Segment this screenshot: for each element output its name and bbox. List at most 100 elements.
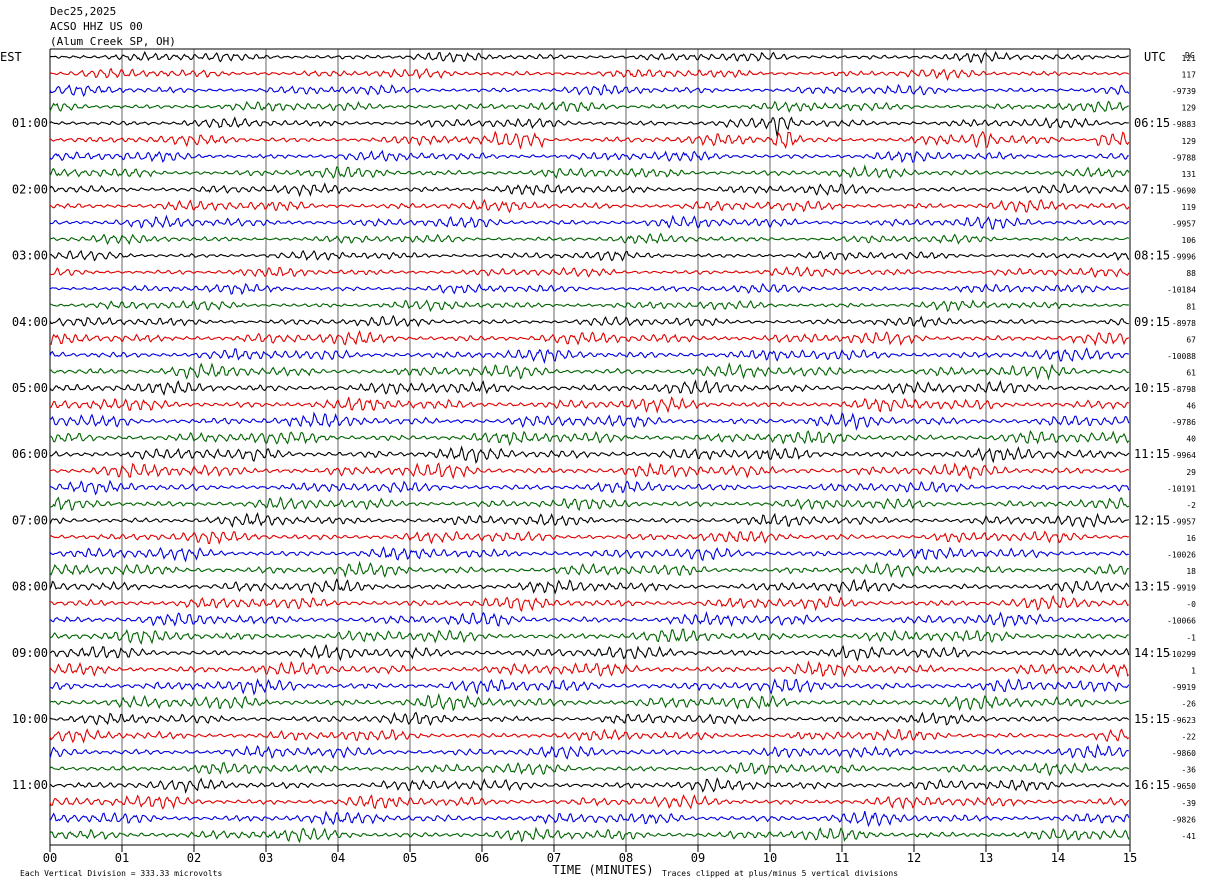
dc-offset-label: -39 xyxy=(1182,799,1197,808)
trace-row-20 xyxy=(49,379,1130,396)
dc-offset-label: 67 xyxy=(1186,335,1196,344)
trace-row-4 xyxy=(49,116,1129,137)
est-hour-label: 04:00 xyxy=(12,315,48,329)
x-tick-label: 06 xyxy=(475,851,489,865)
trace-row-26 xyxy=(49,479,1130,496)
utc-hour-label: 10:15 xyxy=(1134,381,1170,395)
dc-offset-label: -10191 xyxy=(1167,484,1196,493)
dc-offset-label: -9964 xyxy=(1172,451,1196,460)
dc-offset-label: 129 xyxy=(1182,137,1197,146)
dc-offset-label: 106 xyxy=(1182,236,1197,245)
trace-row-40 xyxy=(49,711,1130,727)
x-tick-label: 14 xyxy=(1051,851,1065,865)
x-tick-label: 09 xyxy=(691,851,705,865)
dc-offset-label: -9883 xyxy=(1172,120,1196,129)
utc-timezone-label: UTC xyxy=(1144,50,1166,64)
dc-offset-label: -0 xyxy=(1186,600,1196,609)
x-tick-label: 00 xyxy=(43,851,57,865)
trace-row-29 xyxy=(49,530,1129,545)
trace-row-23 xyxy=(49,429,1130,447)
est-hour-label: 07:00 xyxy=(12,513,48,527)
clip-note: Traces clipped at plus/minus 5 vertical … xyxy=(662,869,898,878)
trace-row-41 xyxy=(49,728,1130,744)
trace-row-19 xyxy=(49,361,1129,381)
dc-offset-label: 40 xyxy=(1186,435,1196,444)
trace-row-47 xyxy=(49,826,1130,844)
trace-row-18 xyxy=(49,347,1129,365)
dc-offset-label: -10299 xyxy=(1167,650,1196,659)
dc-offset-label: -9786 xyxy=(1172,418,1196,427)
trace-row-44 xyxy=(49,777,1130,794)
dc-offset-label: -9739 xyxy=(1172,87,1196,96)
dc-offset-label: -9788 xyxy=(1172,153,1196,162)
dc-offset-label: -26 xyxy=(1182,699,1197,708)
utc-hour-label: 11:15 xyxy=(1134,447,1170,461)
utc-hour-label: 16:15 xyxy=(1134,778,1170,792)
dc-offset-label: -8798 xyxy=(1172,385,1196,394)
dc-offset-label: 129 xyxy=(1182,104,1197,113)
x-tick-label: 01 xyxy=(115,851,129,865)
dc-offset-label: -10184 xyxy=(1167,286,1196,295)
dc-offset-label: 61 xyxy=(1186,368,1196,377)
est-hour-label: 06:00 xyxy=(12,447,48,461)
trace-row-34 xyxy=(49,610,1130,629)
dc-offset-label: -9860 xyxy=(1172,749,1196,758)
x-tick-label: 11 xyxy=(835,851,849,865)
x-tick-label: 03 xyxy=(259,851,273,865)
x-tick-label: 10 xyxy=(763,851,777,865)
utc-hour-label: 06:15 xyxy=(1134,116,1170,130)
x-tick-label: 04 xyxy=(331,851,345,865)
trace-row-38 xyxy=(49,678,1130,696)
trace-row-12 xyxy=(49,249,1130,262)
plot-header: Dec25,2025 ACSO HHZ US 00 (Alum Creek SP… xyxy=(50,4,176,49)
dc-offset-label: -9919 xyxy=(1172,683,1196,692)
dc-offset-label: -22 xyxy=(1182,733,1197,742)
trace-row-21 xyxy=(49,396,1130,414)
trace-row-28 xyxy=(49,512,1129,529)
dc-offset-label: -36 xyxy=(1182,766,1197,775)
dc-offset-label: 117 xyxy=(1182,71,1197,80)
axis-labels: 00 01 02 03 04 05 06 07 08 09 10 11 12 13 14 15 121 117 -9… xyxy=(0,50,1196,878)
utc-hour-label: 08:15 xyxy=(1134,249,1170,263)
dc-offset-label: -2 xyxy=(1186,501,1196,510)
dc-offset-label: 81 xyxy=(1186,302,1196,311)
trace-row-37 xyxy=(49,660,1130,679)
dc-offset-label: -10026 xyxy=(1167,551,1196,560)
dc-offset-label: -41 xyxy=(1182,832,1197,841)
trace-row-0 xyxy=(49,50,1130,65)
trace-row-25 xyxy=(50,461,1130,480)
x-tick-label: 07 xyxy=(547,851,561,865)
x-tick-label: 15 xyxy=(1123,851,1137,865)
utc-hour-label: 07:15 xyxy=(1134,182,1170,196)
trace-row-8 xyxy=(49,182,1130,198)
trace-row-14 xyxy=(49,282,1129,296)
trace-row-46 xyxy=(49,810,1130,828)
x-tick-label: 08 xyxy=(619,851,633,865)
est-hour-label: 08:00 xyxy=(12,580,48,594)
trace-row-30 xyxy=(49,546,1129,563)
time-grid xyxy=(49,48,1131,852)
utc-hour-label: 12:15 xyxy=(1134,513,1170,527)
utc-hour-label: 14:15 xyxy=(1134,646,1170,660)
trace-row-5 xyxy=(49,130,1130,150)
trace-row-35 xyxy=(49,628,1129,646)
plot-date: Dec25,2025 xyxy=(50,5,117,18)
trace-row-43 xyxy=(49,761,1130,777)
x-tick-label: 05 xyxy=(403,851,417,865)
x-tick-label: 02 xyxy=(187,851,201,865)
dc-offset-label: -9957 xyxy=(1172,220,1196,229)
est-hour-label: 03:00 xyxy=(12,249,48,263)
trace-row-32 xyxy=(49,578,1130,595)
est-hour-label: 11:00 xyxy=(12,778,48,792)
trace-row-13 xyxy=(49,266,1130,279)
est-hour-label: 09:00 xyxy=(12,646,48,660)
trace-row-6 xyxy=(49,149,1129,164)
trace-row-45 xyxy=(49,794,1130,810)
dc-offset-label: -9623 xyxy=(1172,716,1196,725)
dc-offset-label: 16 xyxy=(1186,534,1196,543)
est-hour-label: 05:00 xyxy=(12,381,48,395)
dc-offset-label: 46 xyxy=(1186,402,1196,411)
dc-offset-label: 1 xyxy=(1191,666,1196,675)
est-timezone-label: EST xyxy=(0,50,22,64)
